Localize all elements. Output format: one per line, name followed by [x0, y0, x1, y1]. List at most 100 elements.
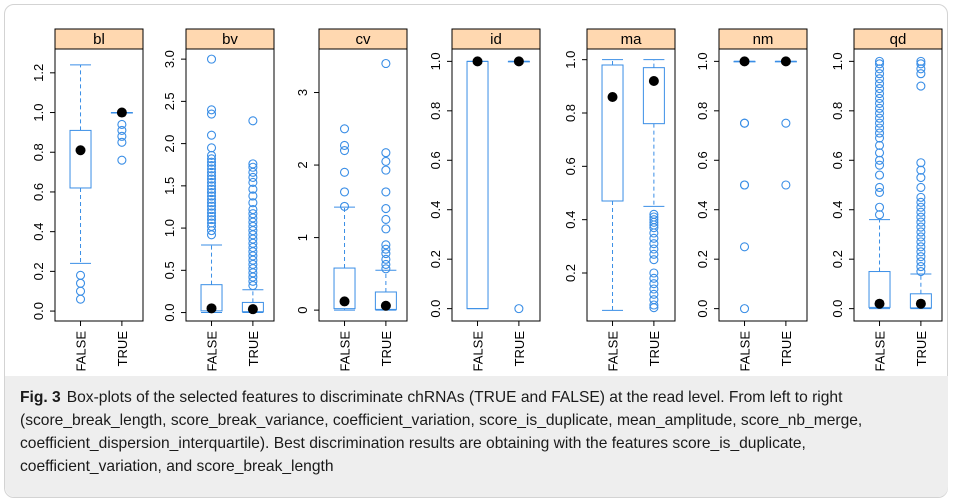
outlier-point — [916, 262, 926, 272]
outlier-point — [916, 212, 926, 222]
mean-point — [247, 304, 258, 315]
outlier-point — [206, 188, 217, 198]
outlier-point — [339, 124, 350, 134]
outlier-point — [874, 155, 885, 165]
outlier-point — [339, 187, 350, 197]
panel-title: nm — [753, 31, 774, 48]
box-cv-true: TRUE — [374, 58, 397, 366]
outlier-point — [739, 118, 750, 128]
y-tick-label: 0.2 — [695, 250, 710, 268]
outlier-point — [248, 116, 258, 126]
plot-frame — [185, 48, 275, 322]
outlier-point — [248, 198, 258, 208]
outlier-point — [916, 237, 926, 247]
box-bl-false: FALSE — [69, 64, 92, 371]
outlier-point — [206, 221, 217, 231]
y-tick-label: 0.2 — [428, 250, 443, 268]
x-tick-label: TRUE — [512, 331, 527, 367]
outlier-point — [874, 160, 885, 170]
y-tick-label: 1.0 — [830, 52, 845, 70]
caption-text: Box-plots of the selected features to di… — [20, 389, 863, 475]
outlier-point — [117, 137, 127, 147]
outlier-point — [381, 204, 391, 214]
outlier-point — [649, 273, 659, 283]
outlier-point — [206, 211, 217, 221]
outlier-point — [874, 118, 885, 128]
x-tick-label: FALSE — [205, 331, 220, 372]
y-tick-label: 0.2 — [830, 250, 845, 268]
panel-title: qd — [890, 31, 907, 48]
y-tick-label: 0.8 — [428, 102, 443, 120]
y-tick-label: 0.4 — [428, 201, 443, 219]
outlier-point — [916, 158, 926, 168]
box-nm-true: TRUE — [774, 56, 797, 366]
box-iqr — [601, 64, 624, 202]
x-tick-label: FALSE — [738, 331, 753, 372]
mean-point — [472, 56, 483, 67]
y-tick-label: 0.0 — [162, 304, 177, 322]
outlier-point — [339, 140, 350, 151]
outlier-point — [514, 304, 524, 314]
panel-bl: bl 0.0 0.2 0.4 0.6 0.8 1.0 1.2 FALSE TRUE — [31, 28, 144, 371]
caption-box — [5, 376, 948, 497]
outlier-point — [206, 208, 217, 218]
y-tick-label: 0.2 — [563, 264, 578, 282]
outlier-point — [739, 180, 750, 190]
outlier-point — [206, 161, 217, 171]
outlier-point — [248, 172, 258, 182]
plot-frame — [718, 48, 808, 322]
mean-point — [339, 296, 350, 307]
outlier-point — [874, 56, 885, 66]
y-tick-label: 0.4 — [695, 201, 710, 219]
box-qd-false: FALSE — [868, 56, 891, 371]
outlier-point — [75, 294, 86, 304]
y-tick-label: 1.0 — [563, 51, 578, 69]
outlier-point — [649, 239, 659, 249]
outlier-point — [649, 244, 659, 254]
outlier-point — [916, 56, 926, 66]
outlier-point — [339, 167, 350, 177]
y-tick-label: 0.0 — [31, 302, 46, 320]
outlier-point — [874, 103, 885, 113]
outlier-point — [916, 81, 926, 91]
outlier-point — [916, 257, 926, 267]
outlier-point — [206, 143, 217, 153]
outlier-point — [206, 54, 217, 64]
outlier-point — [916, 59, 926, 69]
box-ma-true: TRUE — [642, 59, 665, 366]
x-tick-label: FALSE — [471, 331, 486, 372]
box-bl-true: TRUE — [110, 107, 133, 366]
outlier-point — [649, 228, 659, 238]
outlier-point — [874, 133, 885, 143]
outlier-point — [874, 187, 885, 197]
outlier-point — [874, 74, 885, 84]
outlier-point — [874, 88, 885, 99]
outlier-point — [916, 173, 926, 183]
mean-point — [915, 298, 926, 309]
box-nm-false: FALSE — [733, 56, 756, 372]
panel-title: bl — [93, 31, 105, 48]
outlier-point — [649, 279, 659, 289]
box-iqr — [333, 267, 356, 310]
outlier-point — [206, 167, 217, 177]
outlier-point — [117, 119, 127, 129]
outlier-point — [381, 58, 391, 69]
outlier-point — [649, 249, 659, 259]
outlier-point — [248, 204, 258, 215]
y-tick-label: 1.0 — [162, 219, 177, 237]
y-tick-label: 0.2 — [31, 262, 46, 280]
outlier-point — [339, 201, 350, 211]
outlier-point — [248, 209, 258, 219]
outlier-point — [916, 207, 926, 217]
outlier-point — [739, 304, 750, 314]
x-tick-label: TRUE — [246, 331, 261, 367]
outlier-point — [874, 123, 885, 133]
panel-qd: qd 0.0 0.2 0.4 0.6 0.8 1.0 FALSE TRUE — [830, 28, 943, 371]
outlier-point — [206, 164, 217, 174]
y-tick-label: 1.5 — [162, 177, 177, 195]
outlier-point — [874, 128, 885, 138]
outlier-point — [781, 118, 791, 128]
panel-id: id 0.0 0.2 0.4 0.6 0.8 1.0 FALSE TRUE — [428, 28, 541, 372]
y-tick-label: 0.4 — [563, 211, 578, 229]
box-iqr — [642, 67, 665, 125]
